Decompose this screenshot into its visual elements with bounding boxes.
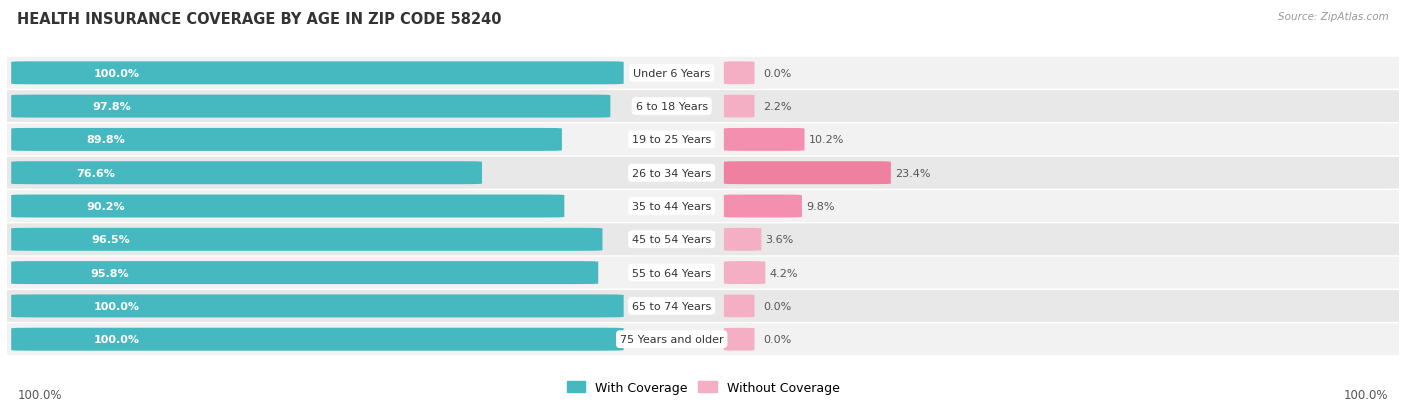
- FancyBboxPatch shape: [724, 62, 755, 85]
- FancyBboxPatch shape: [724, 328, 755, 351]
- Text: Source: ZipAtlas.com: Source: ZipAtlas.com: [1278, 12, 1389, 22]
- Text: 3.6%: 3.6%: [765, 235, 794, 245]
- FancyBboxPatch shape: [0, 323, 1406, 355]
- Text: 23.4%: 23.4%: [896, 168, 931, 178]
- Text: HEALTH INSURANCE COVERAGE BY AGE IN ZIP CODE 58240: HEALTH INSURANCE COVERAGE BY AGE IN ZIP …: [17, 12, 502, 27]
- Text: 95.8%: 95.8%: [90, 268, 129, 278]
- Text: Under 6 Years: Under 6 Years: [633, 69, 710, 78]
- FancyBboxPatch shape: [0, 58, 1406, 90]
- Text: 19 to 25 Years: 19 to 25 Years: [633, 135, 711, 145]
- Text: 9.8%: 9.8%: [806, 202, 835, 211]
- Text: 100.0%: 100.0%: [94, 69, 139, 78]
- Text: 4.2%: 4.2%: [769, 268, 799, 278]
- FancyBboxPatch shape: [11, 162, 482, 185]
- FancyBboxPatch shape: [724, 228, 762, 251]
- FancyBboxPatch shape: [0, 91, 1406, 123]
- Text: 100.0%: 100.0%: [94, 301, 139, 311]
- Text: 2.2%: 2.2%: [763, 102, 792, 112]
- FancyBboxPatch shape: [11, 228, 602, 251]
- Text: 55 to 64 Years: 55 to 64 Years: [633, 268, 711, 278]
- Text: 26 to 34 Years: 26 to 34 Years: [633, 168, 711, 178]
- Legend: With Coverage, Without Coverage: With Coverage, Without Coverage: [561, 376, 845, 399]
- FancyBboxPatch shape: [724, 95, 755, 118]
- FancyBboxPatch shape: [11, 128, 562, 152]
- FancyBboxPatch shape: [724, 295, 755, 318]
- Text: 97.8%: 97.8%: [91, 102, 131, 112]
- Text: 100.0%: 100.0%: [1343, 388, 1388, 401]
- Text: 100.0%: 100.0%: [94, 335, 139, 344]
- FancyBboxPatch shape: [0, 157, 1406, 189]
- FancyBboxPatch shape: [11, 328, 624, 351]
- Text: 35 to 44 Years: 35 to 44 Years: [633, 202, 711, 211]
- FancyBboxPatch shape: [11, 295, 624, 318]
- Text: 96.5%: 96.5%: [91, 235, 129, 245]
- FancyBboxPatch shape: [0, 257, 1406, 289]
- FancyBboxPatch shape: [0, 290, 1406, 322]
- Text: 0.0%: 0.0%: [763, 335, 792, 344]
- Text: 89.8%: 89.8%: [86, 135, 125, 145]
- FancyBboxPatch shape: [724, 195, 801, 218]
- Text: 45 to 54 Years: 45 to 54 Years: [633, 235, 711, 245]
- FancyBboxPatch shape: [724, 128, 804, 152]
- Text: 0.0%: 0.0%: [763, 69, 792, 78]
- Text: 75 Years and older: 75 Years and older: [620, 335, 724, 344]
- FancyBboxPatch shape: [0, 224, 1406, 256]
- Text: 0.0%: 0.0%: [763, 301, 792, 311]
- FancyBboxPatch shape: [0, 190, 1406, 223]
- Text: 76.6%: 76.6%: [76, 168, 115, 178]
- FancyBboxPatch shape: [724, 162, 891, 185]
- FancyBboxPatch shape: [11, 62, 624, 85]
- FancyBboxPatch shape: [11, 261, 598, 285]
- FancyBboxPatch shape: [724, 261, 765, 285]
- Text: 90.2%: 90.2%: [87, 202, 125, 211]
- Text: 10.2%: 10.2%: [808, 135, 844, 145]
- Text: 6 to 18 Years: 6 to 18 Years: [636, 102, 707, 112]
- FancyBboxPatch shape: [11, 195, 564, 218]
- FancyBboxPatch shape: [0, 124, 1406, 156]
- Text: 100.0%: 100.0%: [18, 388, 63, 401]
- Text: 65 to 74 Years: 65 to 74 Years: [633, 301, 711, 311]
- FancyBboxPatch shape: [11, 95, 610, 118]
